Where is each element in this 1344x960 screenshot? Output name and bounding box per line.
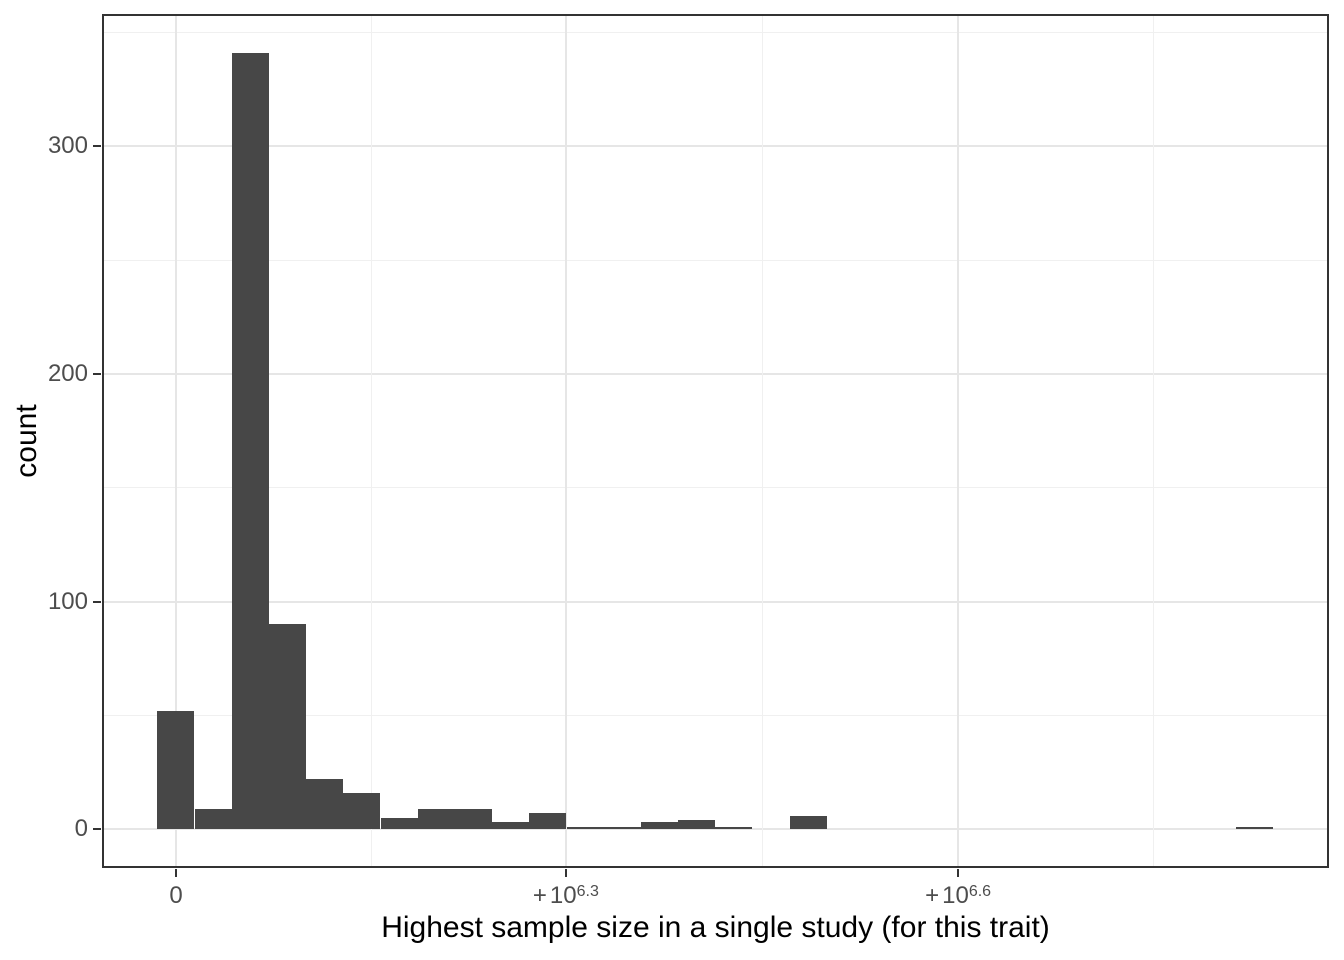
histogram-bar xyxy=(343,792,381,830)
histogram-bar xyxy=(566,826,604,830)
y-gridline-major xyxy=(102,600,1329,603)
histogram-bar xyxy=(492,822,530,830)
histogram-bar xyxy=(715,826,753,830)
histogram-bar xyxy=(529,813,567,830)
x-gridline-minor xyxy=(370,14,372,868)
y-axis-tick xyxy=(93,145,101,148)
y-gridline-major xyxy=(102,828,1329,831)
x-tick-label: +106.6 xyxy=(925,882,992,909)
x-axis-title: Highest sample size in a single study (f… xyxy=(381,911,1050,944)
x-gridline-minor xyxy=(1153,14,1154,868)
plot-panel xyxy=(102,14,1329,868)
histogram-bar xyxy=(417,808,455,830)
y-gridline-major xyxy=(102,372,1329,375)
histogram-bar xyxy=(268,624,307,830)
y-axis-tick xyxy=(93,600,101,603)
y-gridline-minor xyxy=(102,714,1329,716)
y-gridline-minor xyxy=(102,259,1329,261)
y-tick-label: 200 xyxy=(47,359,88,387)
x-axis-tick xyxy=(175,869,177,877)
histogram-bar xyxy=(231,52,269,830)
x-gridline-major xyxy=(957,14,960,868)
histogram-bar xyxy=(789,815,827,830)
histogram-bar xyxy=(194,808,232,830)
histogram-bar xyxy=(1236,826,1274,830)
histogram-bar xyxy=(380,817,418,830)
y-gridline-minor xyxy=(102,487,1329,489)
histogram-bar xyxy=(640,822,679,830)
x-tick-label: 0 xyxy=(169,882,183,909)
y-axis-title: count xyxy=(10,404,43,478)
histogram-bar xyxy=(678,820,716,830)
y-tick-label: 300 xyxy=(47,132,88,160)
y-gridline-minor xyxy=(102,31,1329,33)
x-gridline-major xyxy=(175,14,177,868)
y-tick-label: 0 xyxy=(74,815,88,843)
x-axis-tick xyxy=(957,869,960,877)
y-tick-label: 100 xyxy=(47,587,88,615)
x-gridline-major xyxy=(564,14,567,868)
x-tick-label: +106.3 xyxy=(532,882,599,909)
x-axis-tick xyxy=(564,869,567,877)
gridline-layer xyxy=(102,14,1329,868)
y-axis-tick xyxy=(93,828,101,831)
histogram-bar xyxy=(454,808,493,830)
x-gridline-minor xyxy=(761,14,763,868)
bars-layer xyxy=(102,14,1329,868)
histogram-bar xyxy=(157,710,195,830)
y-gridline-major xyxy=(102,145,1329,148)
histogram-bar xyxy=(306,779,344,830)
y-axis-tick xyxy=(93,372,101,375)
histogram-bar xyxy=(603,826,641,830)
